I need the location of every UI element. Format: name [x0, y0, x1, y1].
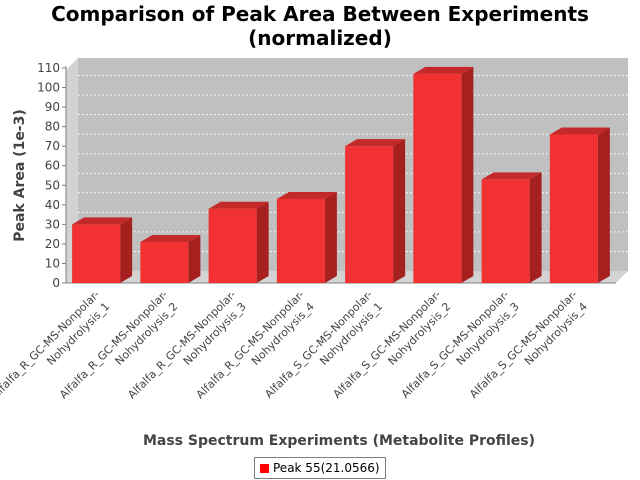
bar-top: [208, 201, 269, 209]
bar-front: [413, 73, 462, 283]
x-axis-label: Mass Spectrum Experiments (Metabolite Pr…: [143, 433, 535, 449]
y-tick-label: 0: [52, 276, 60, 290]
bar-top: [72, 217, 133, 225]
chart-title-line-2: (normalized): [248, 26, 392, 50]
bar-side: [256, 201, 269, 283]
bar-front: [208, 208, 257, 283]
y-tick-label: 100: [37, 81, 60, 95]
y-tick-label: 80: [45, 120, 60, 134]
bar-top: [549, 127, 610, 135]
bar-side: [188, 234, 201, 283]
bar-front: [481, 179, 530, 283]
bar-front: [276, 198, 325, 283]
bar-top: [413, 66, 474, 74]
legend-swatch: [260, 463, 269, 473]
bar-side: [324, 191, 337, 283]
legend: Peak 55(21.0566): [254, 457, 386, 479]
bar: [208, 201, 269, 283]
bar: [140, 234, 201, 283]
bar-top: [140, 234, 201, 242]
bar-front: [72, 224, 121, 283]
x-tick-label: Alfalfa_R_GC-MS-Nonpolar-: [0, 288, 102, 401]
bar-top: [276, 191, 337, 199]
bar-side: [597, 127, 610, 283]
bar-front: [549, 134, 598, 283]
y-tick-label: 30: [45, 217, 60, 231]
bar-top: [481, 172, 542, 180]
bar-front: [140, 241, 189, 283]
y-tick-label: 60: [45, 159, 60, 173]
bar: [481, 172, 542, 283]
y-tick-label: 20: [45, 237, 60, 251]
bar-front: [345, 146, 394, 283]
y-tick-label: 90: [45, 100, 60, 114]
chart-title: Comparison of Peak Area Between Experime…: [0, 2, 640, 50]
y-tick-label: 10: [45, 256, 60, 270]
bar-top: [345, 139, 406, 147]
bar-side: [461, 66, 474, 283]
bar: [345, 139, 406, 283]
chart-title-line-1: Comparison of Peak Area Between Experime…: [51, 2, 589, 26]
bar-side: [120, 217, 133, 283]
bar: [72, 217, 133, 283]
y-axis-label: Peak Area (1e-3): [12, 109, 28, 242]
bar: [276, 191, 337, 283]
bar-side: [393, 139, 406, 283]
legend-label: Peak 55(21.0566): [273, 461, 380, 475]
bar-side: [529, 172, 542, 283]
y-tick-label: 110: [37, 61, 60, 75]
y-tick-label: 70: [45, 139, 60, 153]
y-tick-label: 50: [45, 178, 60, 192]
y-tick-label: 40: [45, 198, 60, 212]
bar: [413, 66, 474, 283]
bar: [549, 127, 610, 283]
